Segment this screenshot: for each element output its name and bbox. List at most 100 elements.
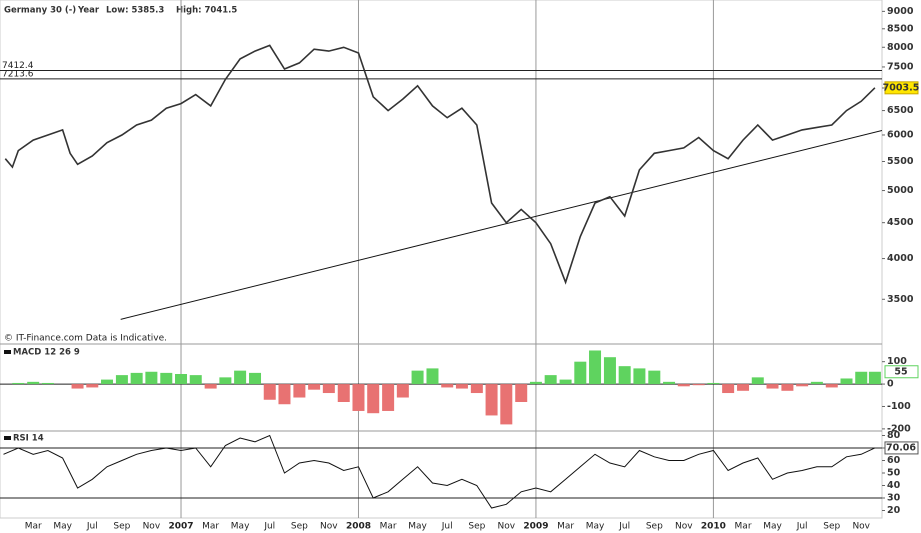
y-tick-label: 8000 <box>887 42 914 53</box>
y-tick-label: 30 <box>887 493 901 504</box>
x-tick-label: Sep <box>468 522 485 532</box>
bar <box>27 381 40 385</box>
bar <box>189 375 202 385</box>
x-tick-label: Jul <box>618 522 630 532</box>
bar <box>500 384 513 425</box>
bar <box>293 384 306 398</box>
y-tick-label: 7500 <box>887 61 914 72</box>
bar <box>322 384 335 394</box>
last-value-label: 55 <box>894 366 907 377</box>
x-tick-label: Nov <box>498 522 516 532</box>
bar <box>426 368 439 385</box>
bar <box>12 382 25 385</box>
x-tick-label: Mar <box>380 522 397 532</box>
bar <box>737 384 750 391</box>
y-tick-label: 0 <box>887 379 894 390</box>
x-tick-label: Nov <box>320 522 338 532</box>
source-note: © IT-Finance.com Data is Indicative. <box>4 334 167 344</box>
bar <box>234 370 247 385</box>
x-tick-label: Jul <box>263 522 275 532</box>
y-tick-label: 20 <box>887 505 901 516</box>
panel <box>0 350 882 425</box>
bar <box>455 384 468 389</box>
bar <box>574 361 587 385</box>
bar <box>603 357 616 385</box>
bar <box>382 384 395 411</box>
bar <box>101 379 114 385</box>
x-tick-label: Sep <box>646 522 663 532</box>
bar <box>308 384 321 390</box>
last-value-tag <box>884 81 919 95</box>
bar <box>781 384 794 391</box>
bar <box>559 379 572 385</box>
reference-label: 7412.4 <box>2 61 34 71</box>
x-tick-label: Jul <box>796 522 808 532</box>
x-tick-label: 2009 <box>523 522 548 532</box>
last-value-tag <box>884 441 919 455</box>
y-tick-label: 6500 <box>887 105 914 116</box>
last-value-tag <box>884 365 919 379</box>
bar <box>677 384 690 387</box>
x-tick-label: 2007 <box>168 522 193 532</box>
y-tick-label: 60 <box>887 455 901 466</box>
y-tick-label: 8500 <box>887 23 914 34</box>
bar <box>175 374 188 385</box>
y-tick-label: 5500 <box>887 156 914 167</box>
x-tick-label: Sep <box>823 522 840 532</box>
reference-label: 7213.6 <box>2 69 34 79</box>
x-tick-label: Nov <box>675 522 693 532</box>
bar <box>219 377 232 385</box>
y-tick-label: -100 <box>887 401 911 412</box>
x-tick-label: 2010 <box>701 522 726 532</box>
last-value-label: 70.06 <box>886 442 916 453</box>
x-tick-label: May <box>53 522 72 532</box>
x-tick-label: May <box>231 522 250 532</box>
bar <box>618 366 631 385</box>
y-tick-label: 100 <box>887 356 907 367</box>
y-tick-label: 80 <box>887 430 901 441</box>
plot-frame <box>0 0 883 519</box>
bar <box>796 384 809 387</box>
bar <box>663 381 676 385</box>
bar <box>337 384 350 402</box>
x-tick-label: May <box>586 522 605 532</box>
bar <box>352 384 365 411</box>
y-tick-label: 4500 <box>887 217 914 228</box>
bar <box>766 384 779 389</box>
y-tick-label: 5000 <box>887 185 914 196</box>
bar <box>707 382 720 385</box>
bar <box>840 378 853 385</box>
bar <box>810 381 823 385</box>
period: Year <box>77 6 100 16</box>
y-tick-label: 9000 <box>887 6 914 17</box>
x-tick-label: Jul <box>86 522 98 532</box>
x-tick-label: Mar <box>735 522 752 532</box>
x-tick-label: 2008 <box>346 522 371 532</box>
y-tick-label: 50 <box>887 468 901 479</box>
bar <box>130 372 143 385</box>
bar <box>441 384 454 388</box>
bar <box>825 384 838 388</box>
x-tick-label: May <box>763 522 782 532</box>
bar <box>692 384 705 386</box>
y-tick-label: 6000 <box>887 129 914 140</box>
panel-icon <box>4 350 11 354</box>
low-annotation: Low: 5385.3 <box>106 6 164 16</box>
bar <box>278 384 291 405</box>
last-value-label: 7003.5 <box>883 82 920 93</box>
bar <box>470 384 483 394</box>
bar <box>648 370 661 385</box>
bar <box>367 384 380 414</box>
bar <box>160 372 173 385</box>
bar <box>411 370 424 385</box>
bar <box>396 384 409 398</box>
x-tick-label: Nov <box>852 522 870 532</box>
bar <box>751 377 764 385</box>
bar <box>249 372 262 385</box>
x-tick-label: Nov <box>143 522 161 532</box>
chart-title: Germany 30 (-) <box>4 6 76 16</box>
bar <box>485 384 498 416</box>
x-tick-label: Mar <box>202 522 219 532</box>
bar <box>145 371 158 385</box>
